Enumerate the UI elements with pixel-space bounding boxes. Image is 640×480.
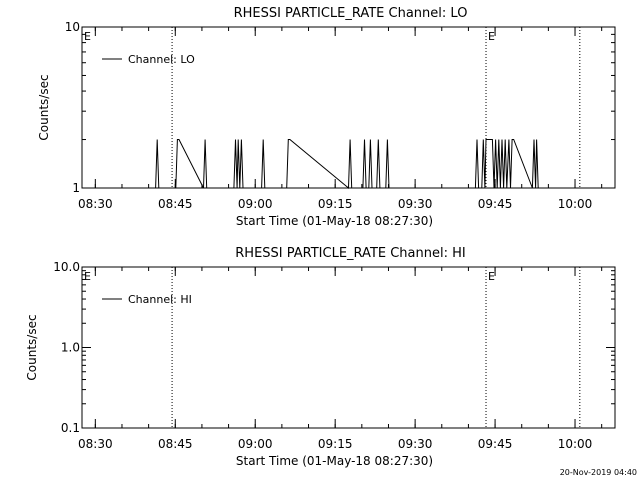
y-axis-label: Counts/sec — [25, 314, 39, 380]
x-tick-label: 09:15 — [318, 197, 353, 211]
footer-timestamp: 20-Nov-2019 04:40 — [560, 468, 637, 477]
event-marker-label: E — [84, 270, 91, 283]
y-axis-label: Counts/sec — [37, 74, 51, 140]
y-tick-label: 10.0 — [53, 260, 80, 274]
x-tick-label: 09:45 — [478, 437, 513, 451]
x-tick-label: 09:00 — [238, 197, 273, 211]
x-axis-label: Start Time (01-May-18 08:27:30) — [236, 454, 433, 468]
x-tick-label: 09:45 — [478, 197, 513, 211]
y-tick-label: 1 — [72, 181, 80, 195]
x-tick-label: 08:45 — [158, 197, 193, 211]
chart-title: RHESSI PARTICLE_RATE Channel: HI — [235, 246, 465, 261]
x-tick-label: 09:00 — [238, 437, 273, 451]
y-tick-label: 10 — [65, 20, 80, 34]
x-tick-label: 09:30 — [398, 437, 433, 451]
chart-title: RHESSI PARTICLE_RATE Channel: LO — [234, 6, 468, 21]
x-tick-label: 09:15 — [318, 437, 353, 451]
x-tick-label: 08:30 — [78, 197, 113, 211]
y-tick-label: 1.0 — [61, 341, 80, 355]
event-marker-label: E — [84, 30, 91, 43]
event-marker-label: E — [488, 30, 495, 43]
plot-frame — [81, 266, 616, 429]
event-marker-label: E — [488, 270, 495, 283]
x-tick-label: 09:30 — [398, 197, 433, 211]
x-tick-label: 08:45 — [158, 437, 193, 451]
x-tick-label: 10:00 — [558, 437, 593, 451]
lo-channel-panel: RHESSI PARTICLE_RATE Channel: LO 1 10 Count… — [37, 6, 616, 228]
x-axis-label: Start Time (01-May-18 08:27:30) — [236, 214, 433, 228]
legend: Channel: HI — [102, 293, 192, 306]
series-line — [90, 139, 578, 190]
x-tick-label: 08:30 — [78, 437, 113, 451]
y-tick-label: 0.1 — [61, 421, 80, 435]
hi-channel-panel: RHESSI PARTICLE_RATE Channel: HI 0.1 1.0 10… — [25, 246, 616, 468]
legend: Channel: LO — [102, 53, 195, 66]
legend-entry: Channel: LO — [128, 53, 195, 66]
x-tick-label: 10:00 — [558, 197, 593, 211]
legend-entry: Channel: HI — [128, 293, 192, 306]
